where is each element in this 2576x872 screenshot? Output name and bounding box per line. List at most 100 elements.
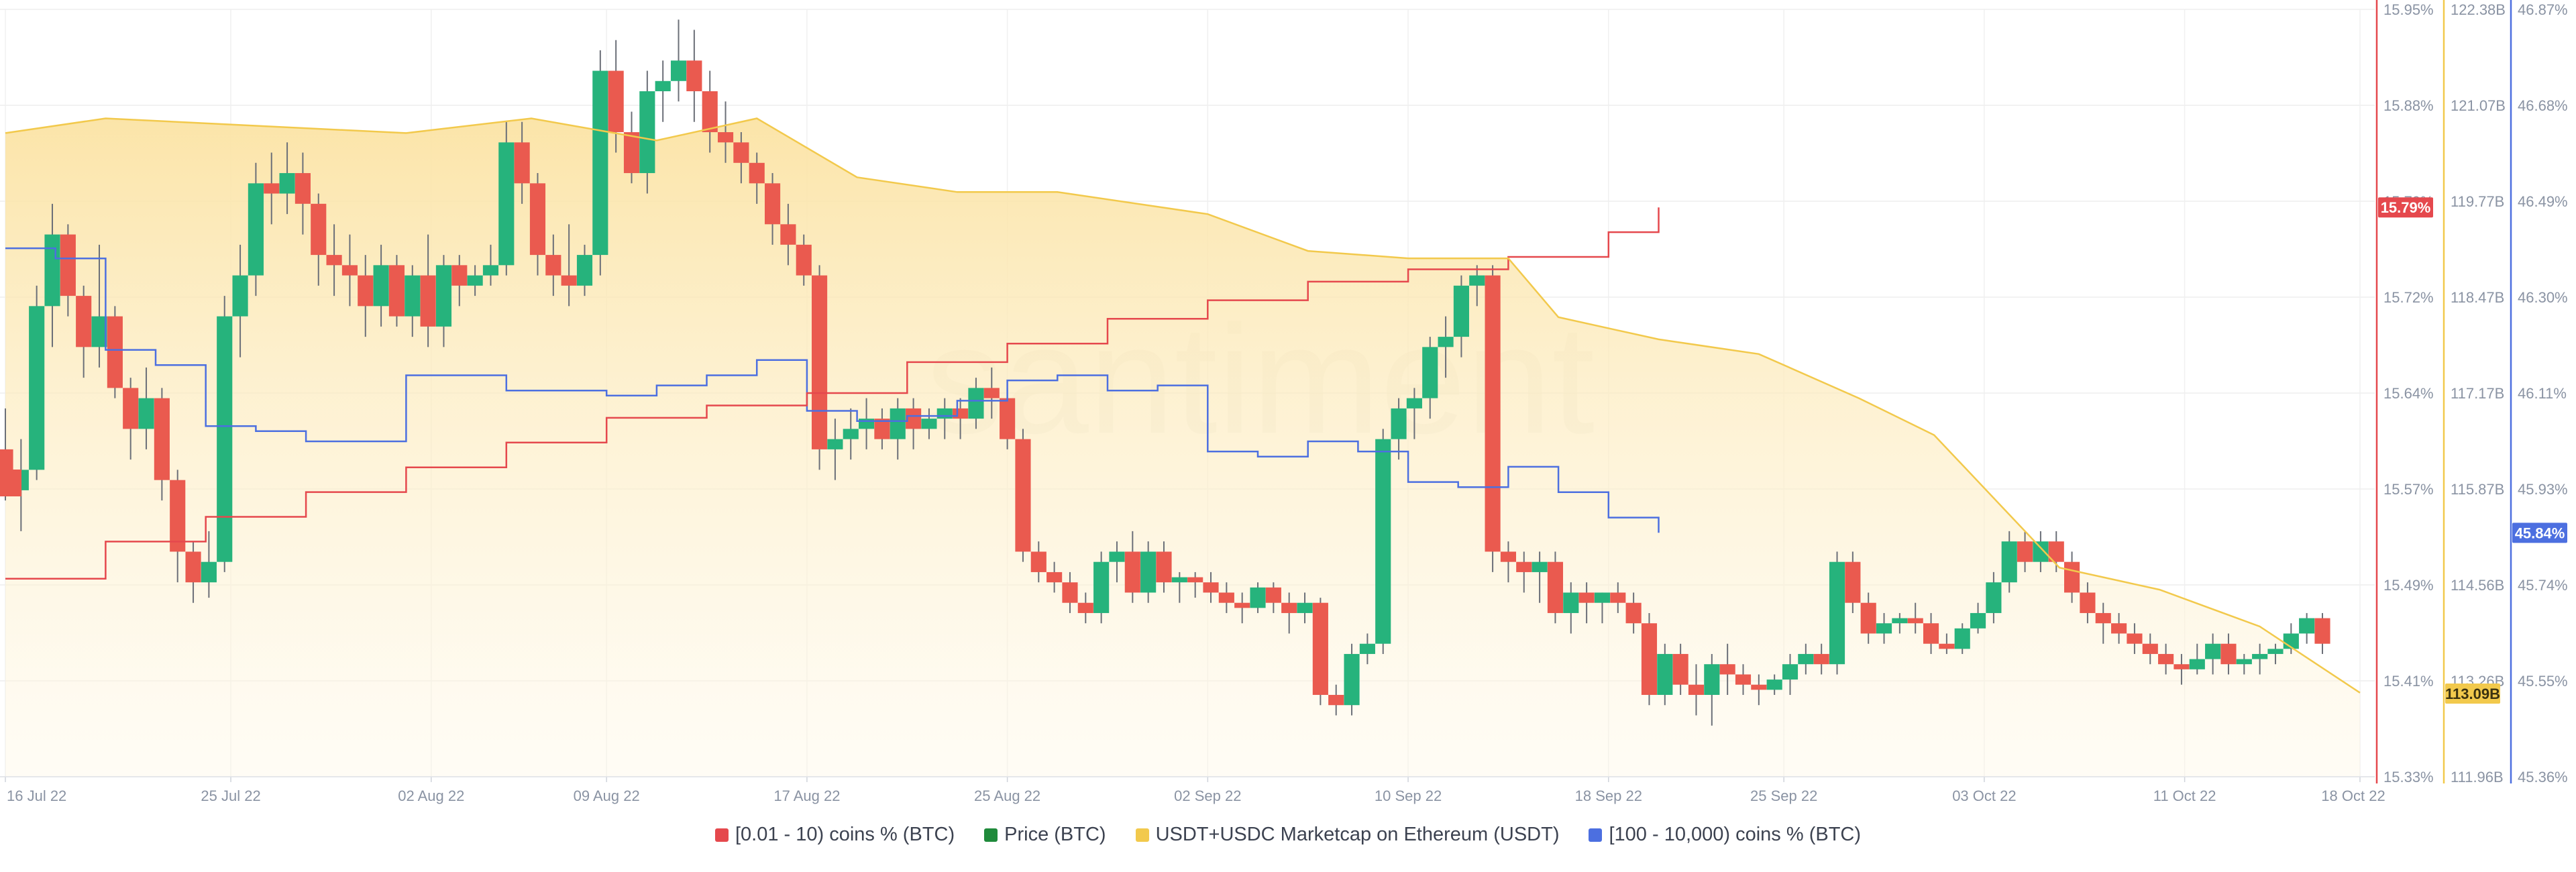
price-candle	[764, 183, 781, 225]
price-candle	[467, 275, 483, 286]
axis-tick-stablecoin: 121.07B	[2451, 97, 2506, 114]
price-candle	[670, 60, 687, 81]
price-candle	[1892, 618, 1908, 624]
legend-swatch	[714, 828, 729, 842]
price-candle	[592, 70, 608, 256]
price-candle	[796, 244, 812, 276]
axis-tick-stablecoin: 111.96B	[2451, 769, 2504, 785]
left-edge-marker	[0, 470, 21, 496]
axis-tick-coins_large: 45.93%	[2518, 481, 2568, 498]
price-candle	[1453, 285, 1469, 337]
stablecoin-area	[5, 118, 2360, 777]
current-value-text-stablecoin: 113.09B	[2445, 686, 2500, 702]
legend-item[interactable]: [0.01 - 10) coins % (BTC)	[714, 824, 955, 846]
axis-tick-stablecoin: 115.87B	[2451, 481, 2504, 498]
price-candle	[91, 316, 107, 347]
price-candle	[906, 408, 922, 429]
axis-tick-coins_small: 15.88%	[2383, 97, 2434, 114]
legend-label: Price (BTC)	[1004, 824, 1106, 845]
price-candle	[2127, 633, 2143, 644]
price-candle	[1015, 439, 1031, 552]
price-candle	[498, 142, 515, 266]
price-candle	[405, 275, 421, 317]
axis-tick-stablecoin: 122.38B	[2451, 1, 2506, 18]
axis-tick-coins_small: 15.72%	[2383, 289, 2434, 306]
price-candle	[874, 419, 890, 439]
price-candle	[2299, 618, 2315, 634]
current-value-badge-coins_large	[2512, 523, 2567, 543]
price-candle	[561, 275, 577, 286]
price-candle	[1406, 398, 1422, 408]
price-candle	[76, 296, 92, 347]
price-candle	[1907, 618, 1923, 624]
price-candle	[1250, 587, 1266, 608]
price-candle	[2142, 643, 2158, 654]
axis-tick-coins_small: 15.49%	[2383, 577, 2434, 594]
x-tick-label: 18 Sep 22	[1575, 787, 1642, 804]
price-candle	[2080, 592, 2096, 613]
price-candle	[1109, 551, 1125, 562]
price-candle	[576, 255, 593, 286]
price-candle	[2017, 541, 2033, 562]
axis-tick-coins_large: 46.30%	[2518, 289, 2568, 306]
x-tick-label: 10 Sep 22	[1375, 787, 1442, 804]
series-line-coins-small	[5, 207, 1660, 580]
price-candle	[138, 398, 154, 429]
price-candle	[2314, 618, 2330, 644]
legend-label: USDT+USDC Marketcap on Ethereum (USDT)	[1155, 824, 1560, 845]
price-candle	[1829, 561, 1845, 665]
price-candle	[1516, 561, 1532, 572]
price-candle	[29, 306, 45, 470]
legend-item[interactable]: Price (BTC)	[984, 824, 1106, 846]
price-candle	[968, 388, 984, 419]
legend-item[interactable]: USDT+USDC Marketcap on Ethereum (USDT)	[1135, 824, 1560, 846]
price-candle	[983, 388, 1000, 398]
price-candle	[843, 429, 859, 439]
price-candle	[1312, 602, 1328, 695]
price-candle	[717, 132, 734, 143]
price-candle	[1719, 664, 1735, 675]
price-candle	[1610, 592, 1626, 603]
legend-label: [0.01 - 10) coins % (BTC)	[735, 824, 955, 845]
price-candle	[1923, 623, 1939, 644]
price-candle	[373, 265, 389, 307]
axis-tick-coins_small: 15.95%	[2383, 1, 2434, 18]
price-candle	[1688, 684, 1705, 695]
price-candle	[1218, 592, 1234, 603]
axis-tick-stablecoin: 119.77B	[2451, 193, 2504, 210]
axis-tick-coins_large: 45.36%	[2518, 769, 2568, 785]
axis-tick-stablecoin: 117.17B	[2451, 385, 2504, 402]
price-candle	[1876, 623, 1892, 634]
price-candle	[1751, 684, 1767, 690]
price-candle	[1860, 602, 1876, 634]
price-candle	[686, 60, 702, 92]
price-candle	[294, 173, 311, 204]
current-value-badge-coins_small	[2378, 197, 2433, 218]
price-candle	[1578, 592, 1595, 603]
axis-tick-coins_small: 15.64%	[2383, 385, 2434, 402]
price-candle	[639, 91, 655, 174]
x-tick-label: 09 Aug 22	[574, 787, 640, 804]
price-candle	[1375, 439, 1391, 644]
price-candle	[1641, 623, 1658, 695]
price-candle	[1532, 561, 1548, 572]
x-tick-label: 25 Sep 22	[1750, 787, 1817, 804]
legend-label: [100 - 10,000) coins % (BTC)	[1609, 824, 1862, 845]
price-candle	[1281, 602, 1297, 613]
price-candle	[2048, 541, 2064, 562]
legend-item[interactable]: [100 - 10,000) coins % (BTC)	[1589, 824, 1861, 846]
price-candle	[1344, 653, 1360, 706]
axis-tick-stablecoin: 114.56B	[2451, 577, 2504, 594]
price-candle	[1970, 612, 1986, 629]
price-candle	[358, 275, 374, 307]
price-candle	[890, 408, 906, 439]
price-candle	[482, 265, 499, 276]
price-candle	[1187, 577, 1203, 583]
price-candle	[2220, 643, 2237, 665]
price-candles	[0, 19, 2330, 726]
price-candle	[1000, 398, 1016, 439]
price-candle	[749, 162, 765, 184]
price-candle	[185, 551, 201, 583]
axis-tick-stablecoin: 118.47B	[2451, 289, 2504, 306]
price-candle	[44, 234, 60, 307]
